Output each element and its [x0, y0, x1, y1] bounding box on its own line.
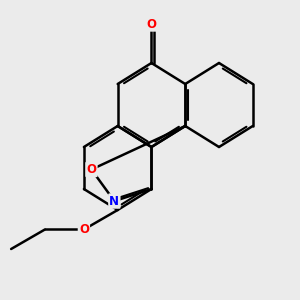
Text: N: N [110, 195, 119, 208]
Text: O: O [146, 17, 157, 31]
Text: O: O [79, 223, 89, 236]
Text: O: O [86, 163, 96, 176]
